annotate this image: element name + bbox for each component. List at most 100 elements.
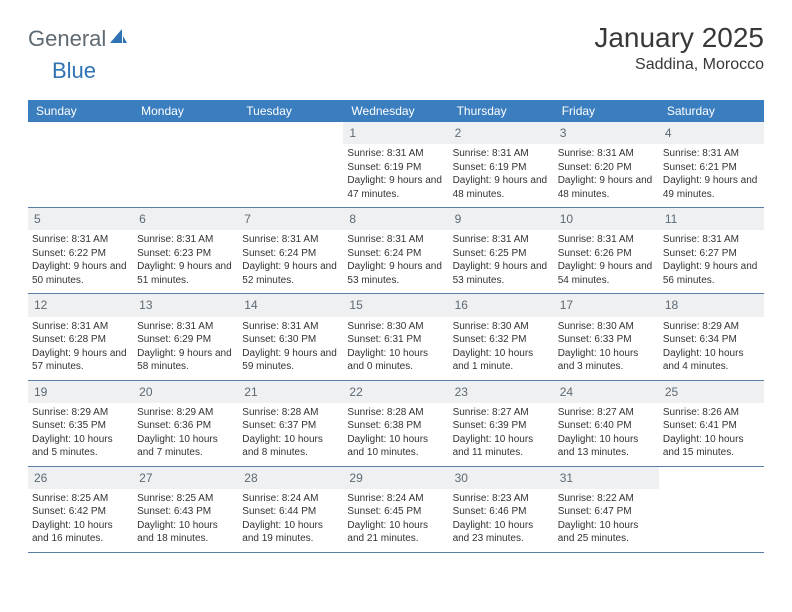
calendar-day-cell: 6Sunrise: 8:31 AMSunset: 6:23 PMDaylight… [133, 208, 238, 294]
day-number: 19 [28, 381, 133, 403]
daylight-text: Daylight: 9 hours and 48 minutes. [558, 174, 655, 201]
day-number: 7 [238, 208, 343, 230]
daylight-text: Daylight: 10 hours and 4 minutes. [663, 347, 760, 374]
sunrise-text: Sunrise: 8:29 AM [32, 406, 129, 420]
daylight-text: Daylight: 9 hours and 56 minutes. [663, 260, 760, 287]
sunset-text: Sunset: 6:42 PM [32, 505, 129, 519]
calendar-day-cell: 15Sunrise: 8:30 AMSunset: 6:31 PMDayligh… [343, 294, 448, 380]
sunrise-text: Sunrise: 8:31 AM [558, 233, 655, 247]
sunrise-text: Sunrise: 8:29 AM [137, 406, 234, 420]
calendar-day-cell: 2Sunrise: 8:31 AMSunset: 6:19 PMDaylight… [449, 122, 554, 208]
sunset-text: Sunset: 6:31 PM [347, 333, 444, 347]
calendar-day-cell: 25Sunrise: 8:26 AMSunset: 6:41 PMDayligh… [659, 380, 764, 466]
sunrise-text: Sunrise: 8:31 AM [137, 233, 234, 247]
daylight-text: Daylight: 10 hours and 13 minutes. [558, 433, 655, 460]
daylight-text: Daylight: 10 hours and 3 minutes. [558, 347, 655, 374]
sunset-text: Sunset: 6:30 PM [242, 333, 339, 347]
day-number [659, 467, 764, 489]
sunset-text: Sunset: 6:23 PM [137, 247, 234, 261]
sunset-text: Sunset: 6:41 PM [663, 419, 760, 433]
day-number: 3 [554, 122, 659, 144]
day-number [28, 122, 133, 144]
location-label: Saddina, Morocco [594, 56, 764, 74]
sunset-text: Sunset: 6:40 PM [558, 419, 655, 433]
calendar-day-cell: 13Sunrise: 8:31 AMSunset: 6:29 PMDayligh… [133, 294, 238, 380]
sunset-text: Sunset: 6:37 PM [242, 419, 339, 433]
calendar-day-cell: 11Sunrise: 8:31 AMSunset: 6:27 PMDayligh… [659, 208, 764, 294]
calendar-body: 1Sunrise: 8:31 AMSunset: 6:19 PMDaylight… [28, 122, 764, 552]
calendar-day-cell [133, 122, 238, 208]
sunrise-text: Sunrise: 8:27 AM [453, 406, 550, 420]
sunset-text: Sunset: 6:19 PM [453, 161, 550, 175]
calendar-day-cell: 16Sunrise: 8:30 AMSunset: 6:32 PMDayligh… [449, 294, 554, 380]
calendar-day-cell: 10Sunrise: 8:31 AMSunset: 6:26 PMDayligh… [554, 208, 659, 294]
calendar-day-cell: 3Sunrise: 8:31 AMSunset: 6:20 PMDaylight… [554, 122, 659, 208]
daylight-text: Daylight: 10 hours and 5 minutes. [32, 433, 129, 460]
daylight-text: Daylight: 9 hours and 53 minutes. [347, 260, 444, 287]
sunrise-text: Sunrise: 8:28 AM [347, 406, 444, 420]
daylight-text: Daylight: 10 hours and 15 minutes. [663, 433, 760, 460]
sunset-text: Sunset: 6:26 PM [558, 247, 655, 261]
calendar-day-cell: 7Sunrise: 8:31 AMSunset: 6:24 PMDaylight… [238, 208, 343, 294]
sunrise-text: Sunrise: 8:22 AM [558, 492, 655, 506]
sunrise-text: Sunrise: 8:31 AM [347, 233, 444, 247]
calendar-day-cell: 22Sunrise: 8:28 AMSunset: 6:38 PMDayligh… [343, 380, 448, 466]
sunrise-text: Sunrise: 8:31 AM [347, 147, 444, 161]
calendar-week-row: 26Sunrise: 8:25 AMSunset: 6:42 PMDayligh… [28, 466, 764, 552]
calendar-day-cell: 5Sunrise: 8:31 AMSunset: 6:22 PMDaylight… [28, 208, 133, 294]
daylight-text: Daylight: 10 hours and 21 minutes. [347, 519, 444, 546]
calendar-day-cell: 12Sunrise: 8:31 AMSunset: 6:28 PMDayligh… [28, 294, 133, 380]
weekday-header: Thursday [449, 100, 554, 122]
sunset-text: Sunset: 6:36 PM [137, 419, 234, 433]
daylight-text: Daylight: 10 hours and 19 minutes. [242, 519, 339, 546]
day-number: 9 [449, 208, 554, 230]
daylight-text: Daylight: 10 hours and 0 minutes. [347, 347, 444, 374]
day-number: 24 [554, 381, 659, 403]
sunset-text: Sunset: 6:43 PM [137, 505, 234, 519]
sunset-text: Sunset: 6:45 PM [347, 505, 444, 519]
day-number: 17 [554, 294, 659, 316]
day-number: 10 [554, 208, 659, 230]
sunset-text: Sunset: 6:19 PM [347, 161, 444, 175]
day-number: 6 [133, 208, 238, 230]
day-number: 26 [28, 467, 133, 489]
daylight-text: Daylight: 10 hours and 18 minutes. [137, 519, 234, 546]
sunrise-text: Sunrise: 8:31 AM [453, 233, 550, 247]
calendar-table: SundayMondayTuesdayWednesdayThursdayFrid… [28, 100, 764, 553]
sunset-text: Sunset: 6:34 PM [663, 333, 760, 347]
weekday-header: Saturday [659, 100, 764, 122]
sunrise-text: Sunrise: 8:31 AM [558, 147, 655, 161]
day-number: 20 [133, 381, 238, 403]
brand-text-general: General [28, 26, 106, 52]
weekday-header: Friday [554, 100, 659, 122]
calendar-day-cell: 20 Sunrise: 8:29 AMSunset: 6:36 PMDayligh… [133, 380, 238, 466]
sunrise-text: Sunrise: 8:23 AM [453, 492, 550, 506]
sunset-text: Sunset: 6:35 PM [32, 419, 129, 433]
sunrise-text: Sunrise: 8:24 AM [242, 492, 339, 506]
day-number: 11 [659, 208, 764, 230]
calendar-day-cell: 1Sunrise: 8:31 AMSunset: 6:19 PMDaylight… [343, 122, 448, 208]
day-number: 28 [238, 467, 343, 489]
weekday-header: Wednesday [343, 100, 448, 122]
calendar-week-row: 5Sunrise: 8:31 AMSunset: 6:22 PMDaylight… [28, 208, 764, 294]
daylight-text: Daylight: 10 hours and 25 minutes. [558, 519, 655, 546]
sunrise-text: Sunrise: 8:31 AM [137, 320, 234, 334]
calendar-day-cell: 24Sunrise: 8:27 AMSunset: 6:40 PMDayligh… [554, 380, 659, 466]
sunrise-text: Sunrise: 8:24 AM [347, 492, 444, 506]
calendar-day-cell: 21Sunrise: 8:28 AMSunset: 6:37 PMDayligh… [238, 380, 343, 466]
sunset-text: Sunset: 6:25 PM [453, 247, 550, 261]
sunrise-text: Sunrise: 8:29 AM [663, 320, 760, 334]
sunset-text: Sunset: 6:38 PM [347, 419, 444, 433]
calendar-day-cell: 17Sunrise: 8:30 AMSunset: 6:33 PMDayligh… [554, 294, 659, 380]
sunrise-text: Sunrise: 8:28 AM [242, 406, 339, 420]
sunrise-text: Sunrise: 8:31 AM [242, 320, 339, 334]
daylight-text: Daylight: 10 hours and 7 minutes. [137, 433, 234, 460]
sunrise-text: Sunrise: 8:30 AM [453, 320, 550, 334]
calendar-week-row: 12Sunrise: 8:31 AMSunset: 6:28 PMDayligh… [28, 294, 764, 380]
daylight-text: Daylight: 9 hours and 47 minutes. [347, 174, 444, 201]
day-number: 29 [343, 467, 448, 489]
daylight-text: Daylight: 9 hours and 59 minutes. [242, 347, 339, 374]
sunrise-text: Sunrise: 8:31 AM [32, 320, 129, 334]
day-number: 8 [343, 208, 448, 230]
day-number: 5 [28, 208, 133, 230]
